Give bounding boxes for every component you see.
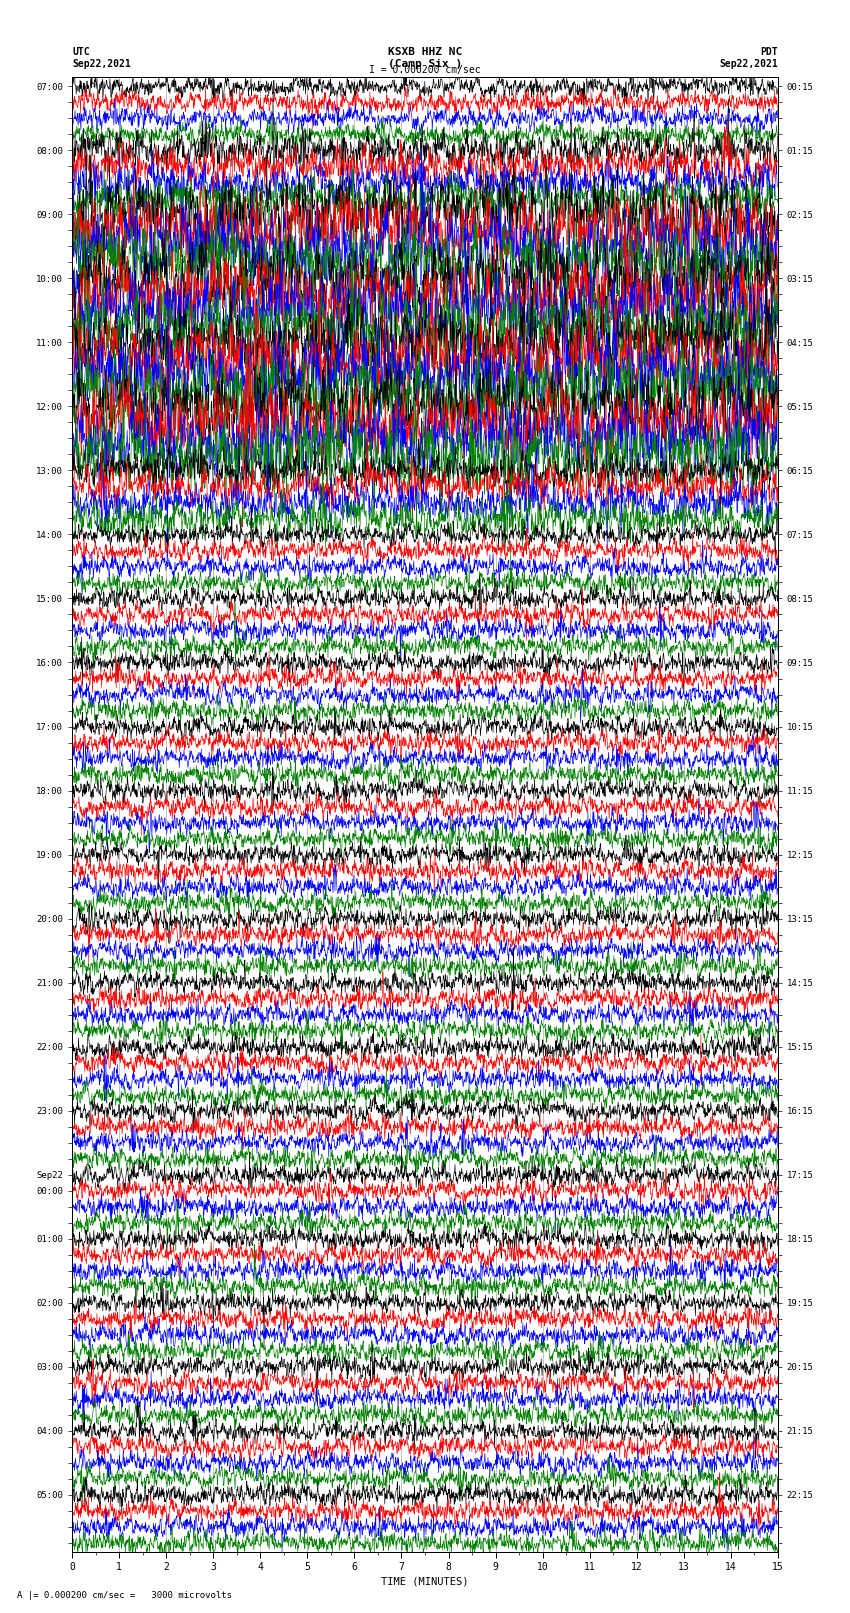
Text: KSXB HHZ NC: KSXB HHZ NC xyxy=(388,47,462,58)
Text: (Camp Six ): (Camp Six ) xyxy=(388,60,462,69)
Text: Sep22,2021: Sep22,2021 xyxy=(72,60,131,69)
Text: UTC: UTC xyxy=(72,47,90,58)
Text: A |= 0.000200 cm/sec =   3000 microvolts: A |= 0.000200 cm/sec = 3000 microvolts xyxy=(17,1590,232,1600)
X-axis label: TIME (MINUTES): TIME (MINUTES) xyxy=(382,1576,468,1586)
Text: Sep22,2021: Sep22,2021 xyxy=(719,60,778,69)
Text: I = 0.000200 cm/sec: I = 0.000200 cm/sec xyxy=(369,65,481,76)
Text: PDT: PDT xyxy=(760,47,778,58)
